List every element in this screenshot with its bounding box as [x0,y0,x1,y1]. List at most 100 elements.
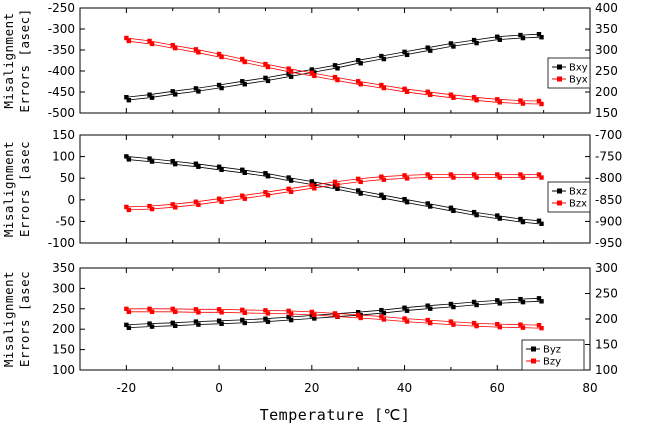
data-point-bzx [474,175,479,180]
left-y-tick-label: -250 [48,1,75,15]
data-point-bzy [309,309,315,315]
data-point-bzx [193,199,199,204]
data-point-bxz [219,167,224,172]
series-line-byx-return [126,40,540,105]
x-tick-label: 80 [582,381,597,395]
data-point-bxz [173,161,178,167]
data-point-bzy [451,322,456,327]
data-point-byx [149,41,155,47]
data-point-byz [448,301,454,307]
data-point-bzx [173,205,178,210]
data-point-bxy [495,34,500,39]
data-point-byx [358,82,363,87]
data-point-bxy [126,98,132,103]
left-y-tick-label: 100 [52,363,75,377]
data-point-bxz [242,170,247,175]
data-point-byx [425,89,430,94]
data-point-bzy [147,306,152,312]
left-y-tick-label: -350 [48,43,75,57]
legend-marker [557,200,562,206]
data-point-bxy [520,35,526,41]
data-point-byz [425,303,430,308]
data-point-bxz [147,156,152,161]
data-point-bzy [193,307,199,312]
data-point-byz [404,308,410,313]
data-point-bzy [497,324,502,330]
data-point-bxy [404,52,410,58]
data-point-byx [402,86,407,92]
data-point-byz [471,299,477,305]
data-point-bxz [355,188,361,193]
data-point-bzx [309,183,315,188]
data-point-bzx [286,186,291,191]
data-point-bzx [240,193,245,198]
data-point-byz [474,302,479,308]
data-point-byz [520,299,526,305]
data-point-bxz [358,191,363,196]
data-point-bxz [539,221,544,226]
data-point-bzy [404,319,410,324]
data-point-bxz [520,219,526,225]
data-point-byz [402,305,407,310]
data-point-byx [497,100,502,105]
left-y-tick-label: -400 [48,64,75,78]
left-y-tick-label: 150 [52,128,75,142]
legend-marker [531,358,536,364]
data-point-byz [124,322,129,328]
data-point-bzy [124,306,129,312]
data-point-bxz [309,179,315,184]
data-point-bzy [332,311,338,316]
right-y-tick-label: 100 [595,363,618,377]
series-line-bzx-return [126,177,539,211]
data-point-byz [126,325,132,331]
left-y-tick-label: 100 [52,150,75,164]
data-point-bxz [263,171,268,176]
legend-label: Bxz [569,187,587,198]
data-point-bxz [379,192,384,198]
data-point-bxz [126,157,132,162]
data-point-byz [312,316,317,321]
data-point-bzx [263,190,268,195]
right-y-tick-label: -800 [595,171,622,185]
data-point-byx [495,97,500,102]
data-point-bxy [536,32,542,37]
data-point-byz [242,320,247,326]
data-point-bzy [242,310,247,316]
data-point-bxy [263,75,268,81]
right-y-tick-label: 350 [595,22,618,36]
data-point-bzx [539,175,544,180]
data-point-byx [216,51,222,57]
y-axis-label-line1: Misalignment [1,141,16,237]
data-point-byz [495,298,500,303]
data-point-byx [242,59,247,65]
data-point-bxz [265,174,271,179]
data-point-bxy [170,89,175,94]
legend-label: Bxy [569,63,588,74]
legend-box [521,339,585,371]
data-point-bxy [518,32,523,38]
data-point-bzx [425,172,430,177]
data-point-byx [173,45,178,51]
data-point-bxz [240,167,245,172]
data-point-bxy [425,45,430,50]
data-point-bzx [428,175,433,180]
data-point-bxy [497,37,502,42]
data-point-byz [263,316,268,321]
data-point-byx [539,101,544,107]
data-point-byz [216,318,222,323]
left-y-tick-label: -300 [48,22,75,36]
y-axis-label-line2: Errors [asec] [17,8,32,112]
data-point-bzx [126,207,132,213]
data-point-byx [448,92,454,97]
data-point-bxz [448,205,454,211]
data-point-byx [381,85,387,91]
data-point-bxz [518,216,523,222]
legend-label: Bzx [569,199,587,210]
data-point-bxz [170,158,175,164]
data-point-byx [263,61,268,67]
data-point-bxy [173,92,178,97]
right-y-tick-label: -700 [595,128,622,142]
data-point-byz [497,301,502,306]
data-point-byz [240,317,245,323]
data-point-byz [265,319,271,324]
